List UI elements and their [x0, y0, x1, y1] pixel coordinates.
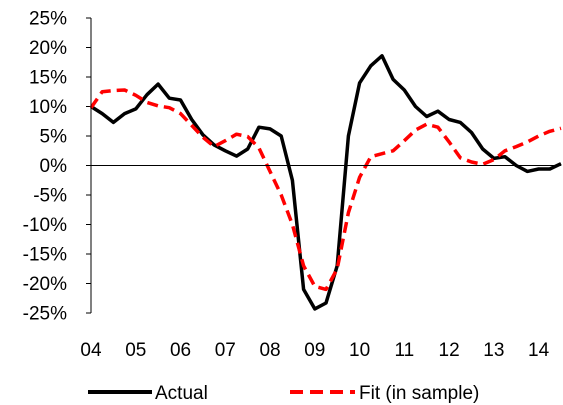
series-line-fit [89, 88, 562, 292]
series-lines [89, 54, 562, 311]
x-tick-label: 11 [394, 340, 414, 361]
y-tick-label: 25% [29, 9, 67, 30]
y-tick-label: 5% [40, 127, 68, 148]
x-tick-label: 06 [170, 340, 191, 361]
x-tick-label: 05 [125, 340, 146, 361]
legend-label-fit: Fit (in sample) [359, 383, 479, 404]
y-tick-label: 0% [40, 156, 68, 177]
y-tick-label: 15% [29, 68, 67, 89]
legend-label-actual: Actual [155, 383, 208, 404]
y-tick-label: 20% [29, 38, 67, 59]
x-tick-label: 14 [528, 340, 550, 361]
x-tick-label: 10 [349, 340, 370, 361]
series-line-actual [90, 54, 562, 311]
y-axis-ticks: 25% 20% 15% 10% 5% 0% -5% -10% -15% -20% -25% [23, 9, 91, 325]
y-tick-label: -5% [33, 186, 67, 207]
x-tick-label: 09 [304, 340, 325, 361]
x-tick-label: 13 [483, 340, 504, 361]
y-tick-label: -10% [23, 215, 67, 236]
y-tick-label: -20% [23, 274, 67, 295]
legend: Actual Fit (in sample) [88, 383, 479, 404]
x-tick-label: 07 [215, 340, 236, 361]
x-axis-ticks: 04 05 06 07 08 09 10 11 12 13 14 [80, 340, 549, 361]
x-tick-label: 12 [439, 340, 460, 361]
y-tick-label: -15% [23, 245, 67, 266]
x-tick-label: 04 [80, 340, 102, 361]
x-tick-label: 08 [259, 340, 280, 361]
y-tick-label: -25% [23, 304, 67, 325]
y-tick-label: 10% [29, 97, 67, 118]
